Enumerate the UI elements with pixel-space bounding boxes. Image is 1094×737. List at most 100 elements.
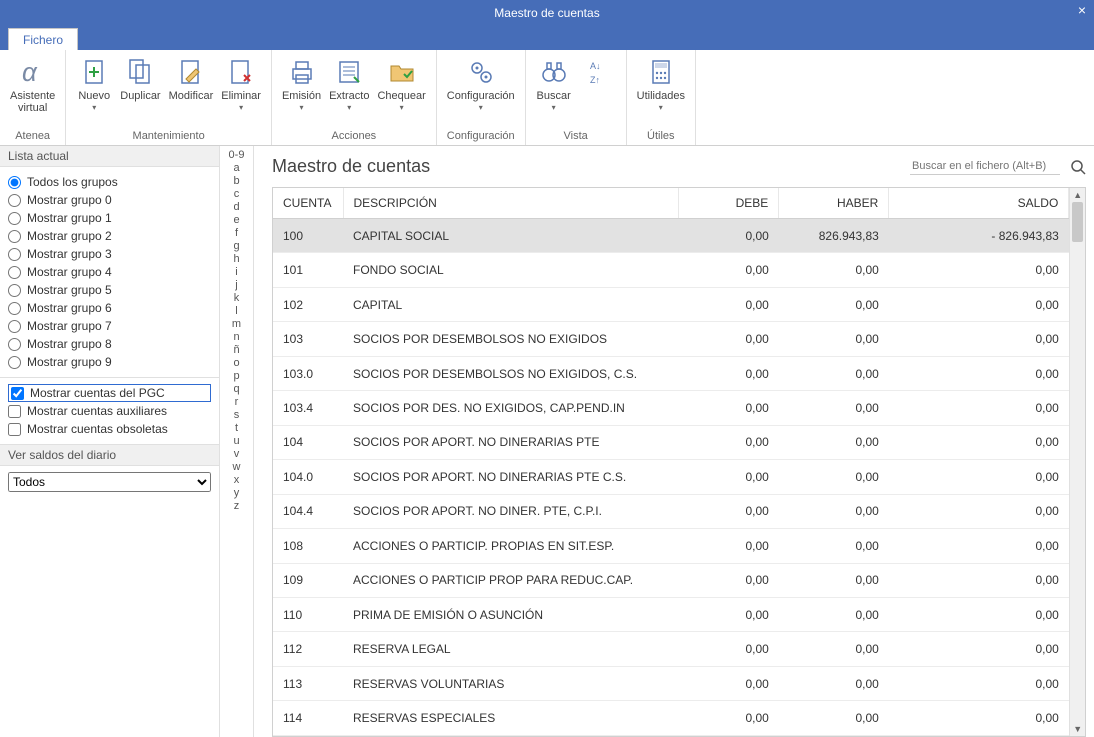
table-row[interactable]: 109ACCIONES O PARTICIP PROP PARA REDUC.C… <box>273 563 1069 597</box>
alpha-item[interactable]: f <box>220 226 253 239</box>
alpha-item[interactable]: q <box>220 382 253 395</box>
alpha-item[interactable]: u <box>220 434 253 447</box>
alpha-item[interactable]: i <box>220 265 253 278</box>
ordenar-button[interactable]: A↓Z↑ <box>576 52 620 88</box>
group-radio[interactable]: Mostrar grupo 2 <box>8 227 211 245</box>
alpha-item[interactable]: o <box>220 356 253 369</box>
radio-input[interactable] <box>8 212 21 225</box>
table-row[interactable]: 104.0SOCIOS POR APORT. NO DINERARIAS PTE… <box>273 460 1069 494</box>
table-row[interactable]: 100CAPITAL SOCIAL0,00826.943,83- 826.943… <box>273 219 1069 253</box>
scrollbar[interactable]: ▲ ▼ <box>1069 188 1085 736</box>
radio-input[interactable] <box>8 176 21 189</box>
filter-check[interactable]: Mostrar cuentas del PGC <box>8 384 211 402</box>
table-row[interactable]: 108ACCIONES O PARTICIP. PROPIAS EN SIT.E… <box>273 529 1069 563</box>
scroll-down-icon[interactable]: ▼ <box>1070 722 1085 736</box>
alpha-item[interactable]: b <box>220 174 253 187</box>
table-row[interactable]: 113RESERVAS VOLUNTARIAS0,000,000,00 <box>273 666 1069 700</box>
alpha-item[interactable]: 0-9 <box>220 148 253 161</box>
table-row[interactable]: 101FONDO SOCIAL0,000,000,00 <box>273 253 1069 287</box>
table-row[interactable]: 103SOCIOS POR DESEMBOLSOS NO EXIGIDOS0,0… <box>273 322 1069 356</box>
group-radio[interactable]: Mostrar grupo 3 <box>8 245 211 263</box>
col-header[interactable]: HABER <box>779 188 889 219</box>
utilidades-button[interactable]: Utilidades▾ <box>633 52 689 112</box>
scroll-up-icon[interactable]: ▲ <box>1070 188 1085 202</box>
radio-input[interactable] <box>8 302 21 315</box>
group-radio[interactable]: Mostrar grupo 8 <box>8 335 211 353</box>
radio-input[interactable] <box>8 320 21 333</box>
table-row[interactable]: 103.4SOCIOS POR DES. NO EXIGIDOS, CAP.PE… <box>273 391 1069 425</box>
nuevo-button[interactable]: Nuevo▾ <box>72 52 116 112</box>
table-row[interactable]: 114RESERVAS ESPECIALES0,000,000,00 <box>273 701 1069 736</box>
alpha-item[interactable]: m <box>220 317 253 330</box>
alpha-item[interactable]: r <box>220 395 253 408</box>
radio-input[interactable] <box>8 284 21 297</box>
alpha-item[interactable]: z <box>220 499 253 512</box>
group-radio[interactable]: Mostrar grupo 6 <box>8 299 211 317</box>
group-radio[interactable]: Mostrar grupo 4 <box>8 263 211 281</box>
radio-input[interactable] <box>8 338 21 351</box>
alpha-item[interactable]: v <box>220 447 253 460</box>
buscar-button[interactable]: Buscar▾ <box>532 52 576 112</box>
alpha-item[interactable]: x <box>220 473 253 486</box>
alpha-item[interactable]: s <box>220 408 253 421</box>
close-icon[interactable]: × <box>1078 2 1086 18</box>
col-header[interactable]: CUENTA <box>273 188 343 219</box>
alpha-item[interactable]: e <box>220 213 253 226</box>
alpha-item[interactable]: k <box>220 291 253 304</box>
alpha-item[interactable]: l <box>220 304 253 317</box>
table-row[interactable]: 102CAPITAL0,000,000,00 <box>273 287 1069 321</box>
group-radio[interactable]: Mostrar grupo 7 <box>8 317 211 335</box>
checkbox-input[interactable] <box>8 423 21 436</box>
alpha-item[interactable]: t <box>220 421 253 434</box>
group-radio[interactable]: Mostrar grupo 5 <box>8 281 211 299</box>
alpha-item[interactable]: y <box>220 486 253 499</box>
search-input[interactable] <box>910 158 1060 175</box>
alpha-item[interactable]: c <box>220 187 253 200</box>
radio-input[interactable] <box>8 266 21 279</box>
alpha-item[interactable]: n <box>220 330 253 343</box>
group-radio[interactable]: Mostrar grupo 0 <box>8 191 211 209</box>
col-header[interactable]: DESCRIPCIÓN <box>343 188 679 219</box>
col-header[interactable]: DEBE <box>679 188 779 219</box>
calc-icon <box>645 56 677 88</box>
alpha-item[interactable]: ñ <box>220 343 253 356</box>
filter-check[interactable]: Mostrar cuentas obsoletas <box>8 420 211 438</box>
scroll-thumb[interactable] <box>1072 202 1083 242</box>
extracto-button[interactable]: Extracto▾ <box>325 52 373 112</box>
modificar-button[interactable]: Modificar <box>165 52 218 102</box>
checkbox-input[interactable] <box>11 387 24 400</box>
filter-check[interactable]: Mostrar cuentas auxiliares <box>8 402 211 420</box>
duplicar-button[interactable]: Duplicar <box>116 52 164 102</box>
alpha-item[interactable]: d <box>220 200 253 213</box>
search-icon[interactable] <box>1070 159 1086 175</box>
table-row[interactable]: 112RESERVA LEGAL0,000,000,00 <box>273 632 1069 666</box>
chequear-button[interactable]: Chequear▾ <box>373 52 429 112</box>
configuracion-button[interactable]: Configuración▾ <box>443 52 519 112</box>
table-row[interactable]: 104SOCIOS POR APORT. NO DINERARIAS PTE0,… <box>273 425 1069 459</box>
eliminar-button[interactable]: Eliminar▾ <box>217 52 265 112</box>
group-radio[interactable]: Mostrar grupo 9 <box>8 353 211 371</box>
emision-button[interactable]: Emisión▾ <box>278 52 325 112</box>
table-row[interactable]: 110PRIMA DE EMISIÓN O ASUNCIÓN0,000,000,… <box>273 597 1069 631</box>
group-radio[interactable]: Mostrar grupo 1 <box>8 209 211 227</box>
checkbox-input[interactable] <box>8 405 21 418</box>
table-row[interactable]: 104.4SOCIOS POR APORT. NO DINER. PTE, C.… <box>273 494 1069 528</box>
diary-select[interactable]: Todos <box>8 472 211 492</box>
radio-input[interactable] <box>8 356 21 369</box>
alpha-item[interactable]: w <box>220 460 253 473</box>
alpha-item[interactable]: a <box>220 161 253 174</box>
group-label: Atenea <box>6 128 59 145</box>
col-header[interactable]: SALDO <box>889 188 1069 219</box>
asistente-virtual-button[interactable]: αAsistentevirtual <box>6 52 59 114</box>
table-row[interactable]: 103.0SOCIOS POR DESEMBOLSOS NO EXIGIDOS,… <box>273 356 1069 390</box>
radio-input[interactable] <box>8 230 21 243</box>
tab-fichero[interactable]: Fichero <box>8 28 78 50</box>
radio-input[interactable] <box>8 248 21 261</box>
alpha-item[interactable]: p <box>220 369 253 382</box>
radio-input[interactable] <box>8 194 21 207</box>
cell-saldo: 0,00 <box>889 529 1069 563</box>
alpha-item[interactable]: g <box>220 239 253 252</box>
alpha-item[interactable]: h <box>220 252 253 265</box>
alpha-item[interactable]: j <box>220 278 253 291</box>
group-radio[interactable]: Todos los grupos <box>8 173 211 191</box>
